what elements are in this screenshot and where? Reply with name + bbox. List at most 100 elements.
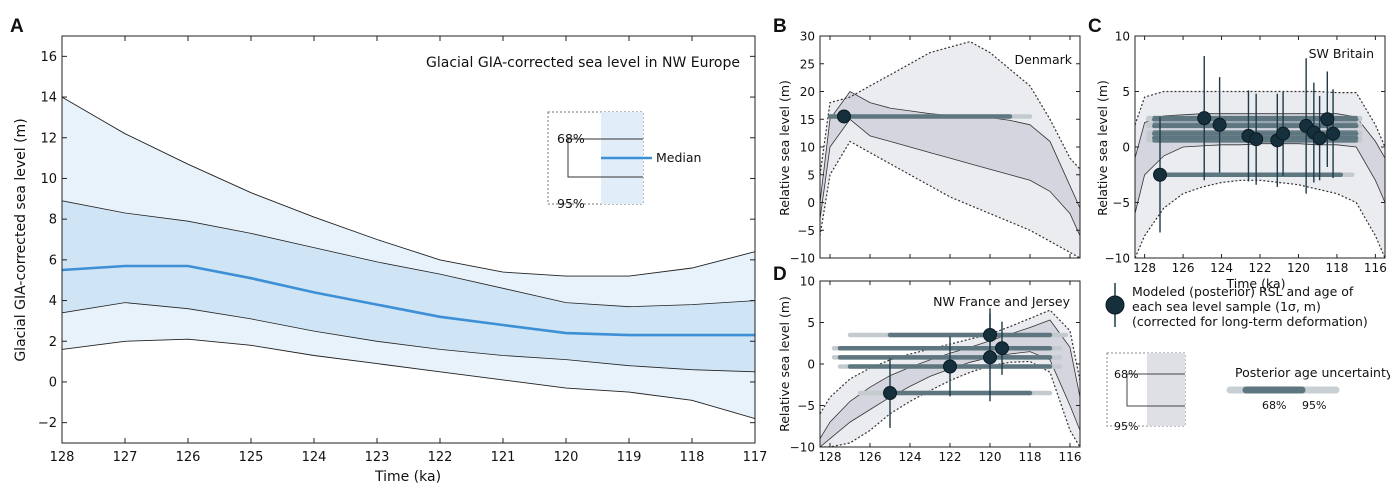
y-tick-label: 5 — [1122, 85, 1130, 99]
samples-layer — [831, 308, 1069, 428]
sample-legend-line-3: (corrected for long-term deformation) — [1132, 314, 1368, 329]
y-tick-label: −5 — [1112, 196, 1130, 210]
x-tick-label: 121 — [491, 450, 516, 465]
band-legend-68-bracket — [1126, 373, 1185, 407]
x-tick-label: 123 — [365, 450, 390, 465]
panel-b-ticks: 30 25 20 15 10 5 0 −5 −10 — [790, 30, 1080, 266]
band-legend-68-label: 68% — [1114, 368, 1138, 381]
x-tick-label: 116 — [1364, 261, 1387, 275]
y-tick-label: 14 — [40, 91, 57, 106]
y-tick-label: −2 — [38, 416, 57, 431]
sample-legend-line-2: each sea level sample (1σ, m) — [1132, 299, 1321, 314]
y-tick-label: 0 — [807, 196, 815, 210]
panel-b-bands — [820, 40, 1080, 258]
plot-area — [820, 40, 1080, 258]
sample-marker — [983, 350, 997, 365]
band-95-lower-line — [1135, 179, 1385, 258]
y-tick-label: 0 — [1122, 141, 1130, 155]
x-tick-label: 122 — [1249, 261, 1272, 275]
samples-layer — [827, 109, 1033, 124]
y-tick-label: 25 — [800, 57, 815, 71]
band-68-lower-line — [820, 118, 1080, 236]
sample-marker — [1312, 131, 1327, 146]
legend-95-label: 95% — [557, 196, 585, 211]
y-tick-label: 0 — [49, 375, 57, 390]
panel-b-chart: 30 25 20 15 10 5 0 −5 −10 Denmark Relative sea l… — [777, 30, 1081, 266]
panel-d-title: NW France and Jersey — [933, 294, 1070, 309]
sample-marker — [995, 341, 1009, 356]
y-tick-label: −5 — [797, 224, 815, 238]
sample-legend-line-1: Modeled (posterior) RSL and age of — [1132, 284, 1354, 299]
sample-marker — [1249, 132, 1264, 147]
x-tick-label: 118 — [1325, 261, 1348, 275]
y-tick-label: −10 — [1105, 252, 1130, 266]
y-tick-label: −5 — [797, 399, 815, 413]
x-tick-label: 125 — [239, 450, 264, 465]
panel-b-title: Denmark — [1015, 52, 1073, 67]
x-tick-label: 128 — [1133, 261, 1156, 275]
x-tick-label: 118 — [1019, 450, 1042, 464]
y-tick-label: −10 — [790, 252, 815, 266]
sample-marker — [1197, 111, 1212, 126]
band-68 — [62, 200, 755, 372]
sample-marker — [1326, 126, 1341, 141]
x-tick-label: 126 — [1172, 261, 1195, 275]
band-legend-95-label: 95% — [1114, 420, 1138, 433]
age-legend-title: Posterior age uncertainty — [1235, 365, 1390, 380]
x-tick-label: 124 — [899, 450, 922, 464]
x-tick-label: 117 — [743, 450, 768, 465]
band-68 — [820, 320, 1080, 447]
panel-a-title: Glacial GIA-corrected sea level in NW Eu… — [426, 55, 740, 71]
y-tick-label: 8 — [49, 213, 57, 228]
age-legend-68-label: 68% — [1262, 399, 1286, 412]
sample-marker — [837, 109, 851, 124]
panel-label-c: C — [1088, 16, 1102, 37]
age-legend: Posterior age uncertainty 68% 95% — [1226, 365, 1390, 412]
x-tick-label: 122 — [939, 450, 962, 464]
panel-b-ylabel: Relative sea level (m) — [777, 80, 792, 216]
panel-c-ylabel: Relative sea level (m) — [1095, 80, 1110, 216]
age-legend-95-label: 95% — [1302, 399, 1326, 412]
x-tick-label: 128 — [819, 450, 842, 464]
x-tick-label: 120 — [979, 450, 1002, 464]
x-tick-label: 118 — [680, 450, 705, 465]
x-tick-label: 124 — [302, 450, 327, 465]
y-tick-label: 5 — [807, 316, 815, 330]
x-tick-label: 124 — [1210, 261, 1233, 275]
band-95-lower-line — [62, 338, 755, 420]
band-95-upper-line — [1135, 90, 1385, 148]
band-68 — [820, 91, 1080, 236]
samples-layer — [1146, 55, 1363, 233]
legend-68-label: 68% — [557, 131, 585, 146]
y-tick-label: 0 — [807, 358, 815, 372]
band-legend-68-swatch — [1147, 353, 1185, 426]
panel-a-ticks: −2 0 2 4 6 8 10 12 14 16 128 127 126 125 124 123 122 121 1… — [38, 36, 768, 465]
y-tick-label: 6 — [49, 253, 57, 268]
sample-marker — [1212, 117, 1227, 132]
y-tick-label: 16 — [40, 50, 57, 65]
panel-a-legend: 68% 95% Median — [547, 111, 701, 211]
band-95-lower-line — [820, 140, 1080, 258]
sample-marker — [943, 359, 957, 374]
sample-legend: Modeled (posterior) RSL and age of each … — [1105, 283, 1368, 329]
y-tick-label: 10 — [1115, 30, 1130, 44]
panel-c-samples — [1146, 55, 1363, 233]
sample-marker — [1320, 112, 1335, 127]
y-tick-label: 10 — [800, 275, 815, 289]
band-legend: 68% 95% — [1106, 352, 1186, 433]
y-tick-label: 30 — [800, 30, 815, 44]
panel-c-title: SW Britain — [1309, 46, 1374, 61]
panel-c-xlabel: Time (ka) — [1226, 276, 1286, 291]
y-tick-label: 10 — [800, 141, 815, 155]
panel-a-frame — [61, 35, 756, 444]
sample-marker — [1153, 167, 1167, 182]
panel-a-xlabel: Time (ka) — [374, 469, 441, 485]
band-legend-95-region — [1106, 352, 1186, 427]
panel-a-ylabel: Glacial GIA-corrected sea level (m) — [13, 118, 29, 361]
sample-marker — [1276, 126, 1291, 141]
y-tick-label: 10 — [40, 172, 57, 187]
median-line — [62, 264, 755, 337]
x-tick-label: 128 — [50, 450, 75, 465]
sample-legend-marker — [1105, 295, 1125, 315]
